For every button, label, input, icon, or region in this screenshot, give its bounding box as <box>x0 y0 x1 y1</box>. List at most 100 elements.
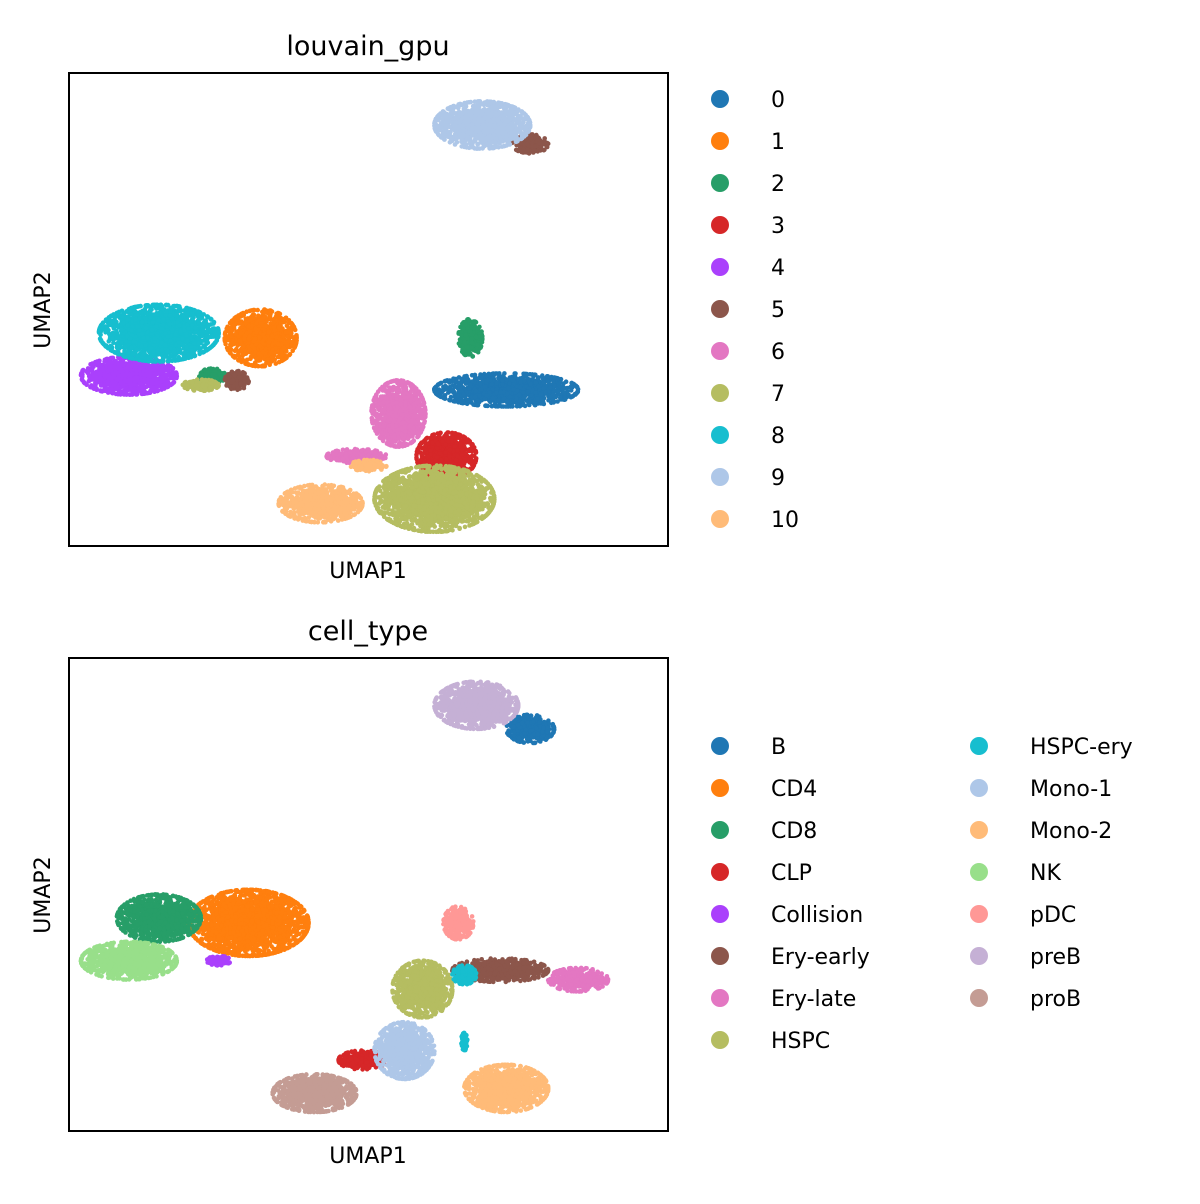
data-point <box>143 391 148 396</box>
data-point <box>111 372 117 378</box>
data-point <box>287 352 293 357</box>
data-point <box>165 379 171 385</box>
data-point <box>125 364 130 370</box>
data-point <box>273 361 279 366</box>
data-point <box>494 390 499 396</box>
data-point <box>113 386 118 392</box>
data-point <box>473 334 479 340</box>
data-point <box>150 385 156 390</box>
data-point <box>575 390 580 395</box>
data-point <box>171 379 177 385</box>
data-point <box>415 459 420 465</box>
data-point <box>475 342 481 348</box>
data-point <box>471 321 477 327</box>
data-point <box>231 341 236 347</box>
data-point <box>238 339 243 345</box>
data-point <box>463 451 469 457</box>
data-point <box>238 349 244 354</box>
data-point <box>226 337 231 343</box>
data-point <box>452 399 458 404</box>
data-point <box>242 333 248 339</box>
data-point <box>223 341 228 347</box>
data-point <box>490 395 496 401</box>
data-point <box>437 381 443 386</box>
data-point <box>482 384 488 390</box>
data-point <box>466 318 472 323</box>
data-point <box>469 332 475 337</box>
data-point <box>475 326 480 331</box>
data-point <box>451 376 456 382</box>
data-point <box>440 439 445 444</box>
data-point <box>485 377 491 383</box>
data-point <box>101 367 106 373</box>
data-point <box>140 372 146 377</box>
data-point <box>493 371 498 376</box>
data-point <box>464 345 470 350</box>
data-point <box>109 368 114 373</box>
data-point <box>528 381 533 387</box>
data-point <box>520 390 526 395</box>
data-point <box>229 333 234 339</box>
data-point <box>286 320 292 326</box>
data-point <box>469 340 475 345</box>
data-point <box>164 364 169 370</box>
data-point <box>462 339 467 345</box>
data-point <box>254 330 259 335</box>
data-point <box>435 441 441 447</box>
data-point <box>503 404 509 409</box>
data-point <box>464 373 469 379</box>
data-point <box>560 386 566 392</box>
data-point <box>245 362 251 367</box>
data-point <box>160 383 165 389</box>
data-point <box>266 339 272 345</box>
data-point <box>472 372 478 378</box>
data-point <box>125 378 130 384</box>
data-point <box>542 147 547 152</box>
data-point <box>259 317 265 322</box>
data-point <box>558 380 563 386</box>
data-point <box>458 400 464 406</box>
data-point <box>293 341 299 347</box>
data-point <box>455 393 460 398</box>
data-point <box>240 322 245 328</box>
data-point <box>233 331 239 337</box>
data-point <box>472 394 478 400</box>
data-point <box>484 393 490 398</box>
data-point <box>506 386 511 391</box>
data-point <box>500 378 505 383</box>
data-point <box>227 325 233 331</box>
data-point <box>504 398 510 404</box>
data-point <box>475 402 481 408</box>
data-point <box>490 387 496 392</box>
data-point <box>271 320 276 326</box>
data-point <box>500 382 505 387</box>
data-point <box>268 316 273 321</box>
data-point <box>494 380 500 386</box>
data-point <box>285 342 290 348</box>
data-point <box>283 330 289 335</box>
data-point <box>547 385 553 390</box>
data-point <box>248 316 254 322</box>
data-point <box>270 334 275 339</box>
data-point <box>514 395 519 401</box>
data-point <box>574 384 580 390</box>
data-point <box>443 378 448 384</box>
data-point <box>459 333 464 338</box>
data-point <box>266 329 272 335</box>
data-point <box>456 434 462 440</box>
data-point <box>505 391 510 397</box>
data-point <box>437 451 443 456</box>
data-point <box>459 452 465 458</box>
data-point <box>524 371 529 377</box>
data-point <box>257 343 263 349</box>
data-point <box>552 375 557 381</box>
data-point <box>247 347 252 353</box>
data-point <box>446 390 451 395</box>
data-point <box>562 397 568 402</box>
data-point <box>170 366 176 371</box>
data-point <box>133 364 139 370</box>
data-point <box>434 455 440 460</box>
data-point <box>540 375 546 381</box>
data-point <box>276 324 282 330</box>
